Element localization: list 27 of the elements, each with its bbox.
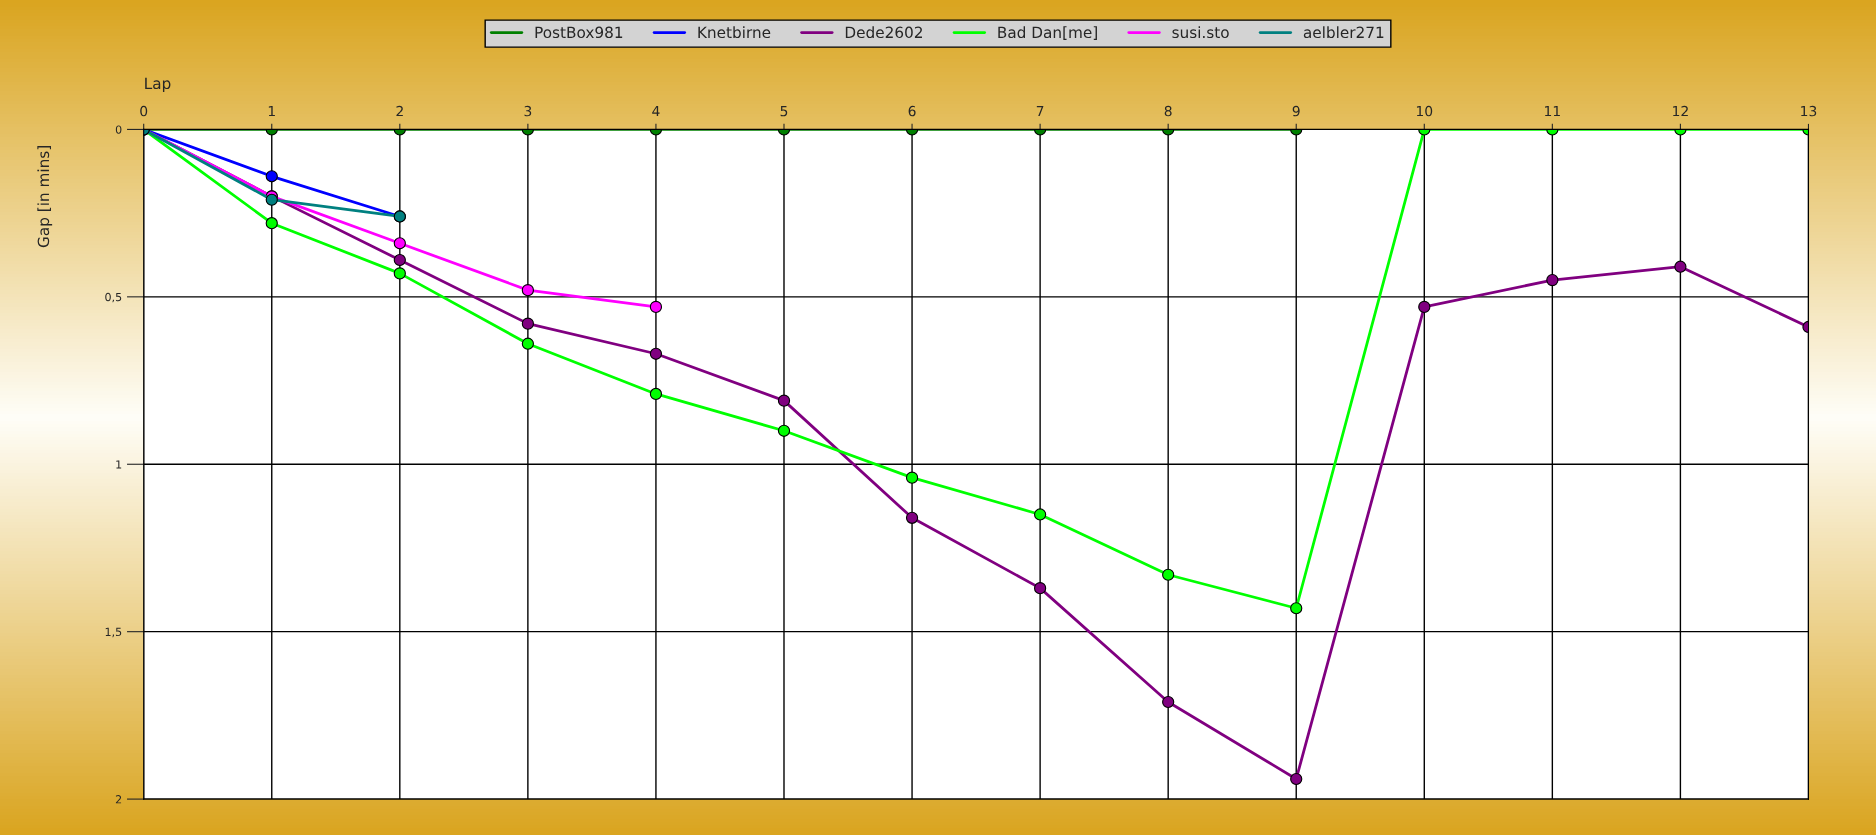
x-tick-label: 10	[1416, 105, 1433, 117]
legend-label: Knetbirne	[698, 26, 771, 39]
x-tick-label: 6	[908, 105, 916, 117]
y-tick-label: 0	[115, 125, 122, 134]
y-axis-title: Gap [in mins]	[37, 146, 53, 248]
x-tick-label: 0	[140, 105, 148, 117]
legend-label: Dede2602	[845, 26, 922, 39]
legend-label: aelbler271	[1303, 26, 1384, 39]
x-tick-label: 11	[1545, 105, 1560, 117]
x-tick-label: 7	[1036, 105, 1044, 117]
x-tick-label: 3	[524, 105, 532, 117]
y-tick-label: 1,5	[105, 627, 122, 638]
y-tick-label: 1	[116, 460, 122, 469]
x-tick-label: 4	[652, 105, 660, 117]
x-tick-label: 1	[268, 105, 275, 117]
x-tick-label: 2	[396, 105, 403, 117]
x-tick-label: 8	[1164, 105, 1172, 117]
x-tick-label: 13	[1801, 105, 1817, 117]
x-tick-label: 9	[1292, 105, 1300, 117]
x-tick-label: 5	[780, 105, 788, 117]
x-axis-title: Lap	[145, 77, 171, 93]
y-tick-label: 0,5	[105, 292, 122, 303]
x-tick-label: 12	[1673, 105, 1688, 117]
legend-label: susi.sto	[1172, 26, 1229, 39]
legend-label: PostBox981	[535, 26, 623, 39]
legend-label: Bad Dan[me]	[998, 26, 1097, 40]
y-tick-label: 2	[115, 795, 122, 804]
